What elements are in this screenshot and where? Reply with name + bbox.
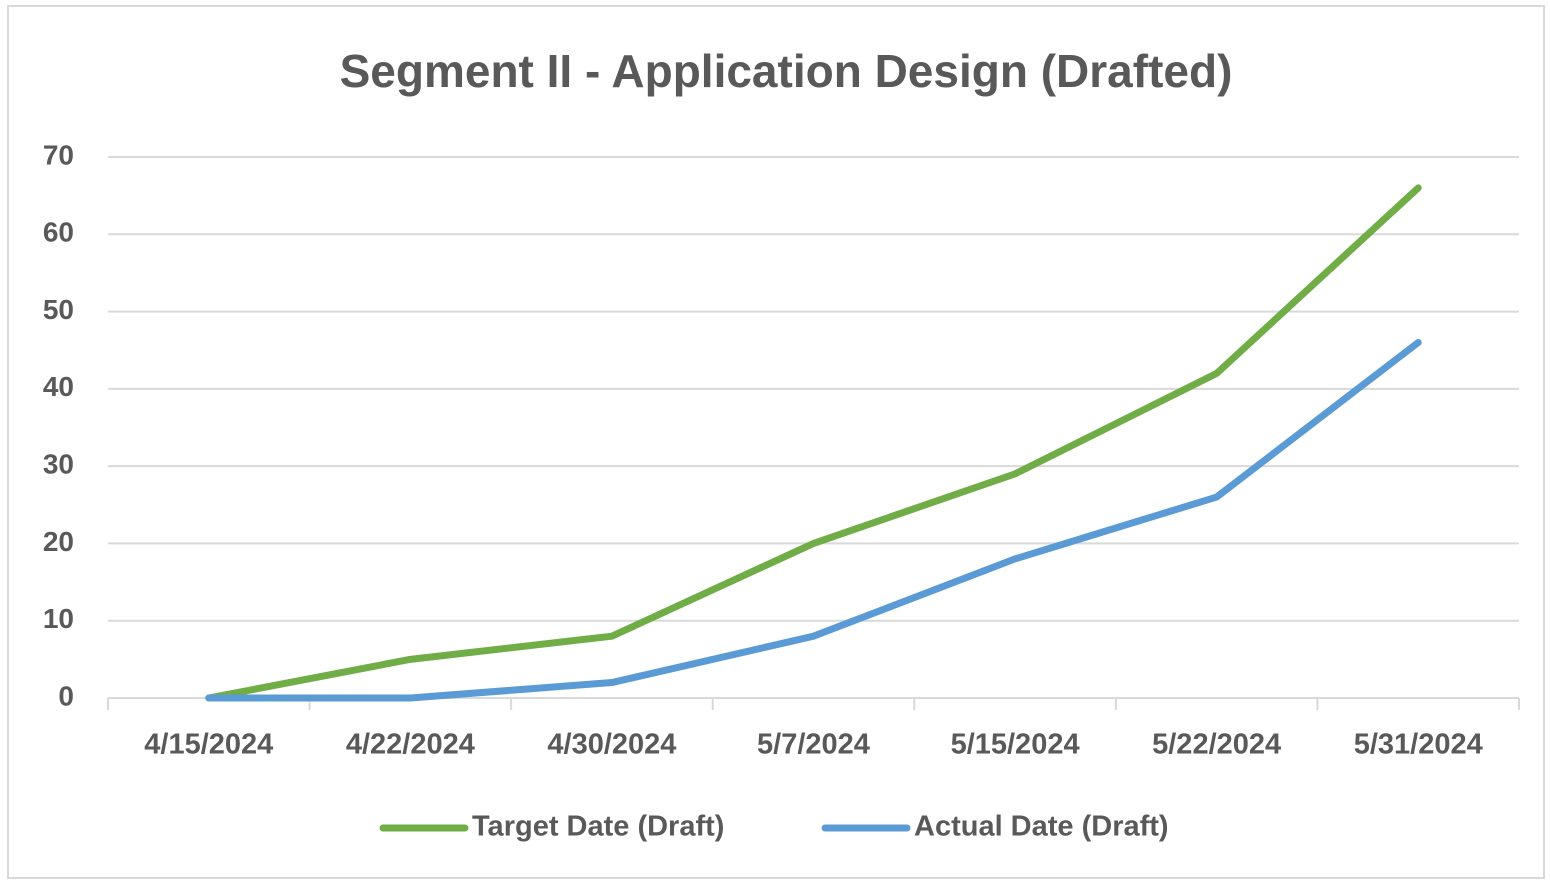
legend-label: Actual Date (Draft) [914,811,1169,843]
y-tick-label: 0 [58,680,74,711]
y-tick-label: 20 [43,526,74,557]
x-tick-label: 5/7/2024 [757,729,870,761]
x-tick-label: 4/30/2024 [547,729,676,761]
x-tick-label: 5/22/2024 [1152,729,1281,761]
legend-label: Target Date (Draft) [472,811,724,843]
y-tick-label: 40 [43,371,74,402]
y-tick-label: 50 [43,294,74,325]
chart-title: Segment II - Application Design (Drafted… [340,45,1233,97]
y-tick-label: 30 [43,449,74,480]
x-tick-label: 4/22/2024 [346,729,475,761]
x-tick-label: 4/15/2024 [144,729,273,761]
x-tick-label: 5/31/2024 [1354,729,1483,761]
y-tick-label: 10 [43,603,74,634]
y-tick-label: 70 [43,139,74,170]
series-line [205,184,1422,702]
x-tick-label: 5/15/2024 [951,729,1080,761]
series-line [205,338,1422,702]
y-tick-label: 60 [43,217,74,248]
